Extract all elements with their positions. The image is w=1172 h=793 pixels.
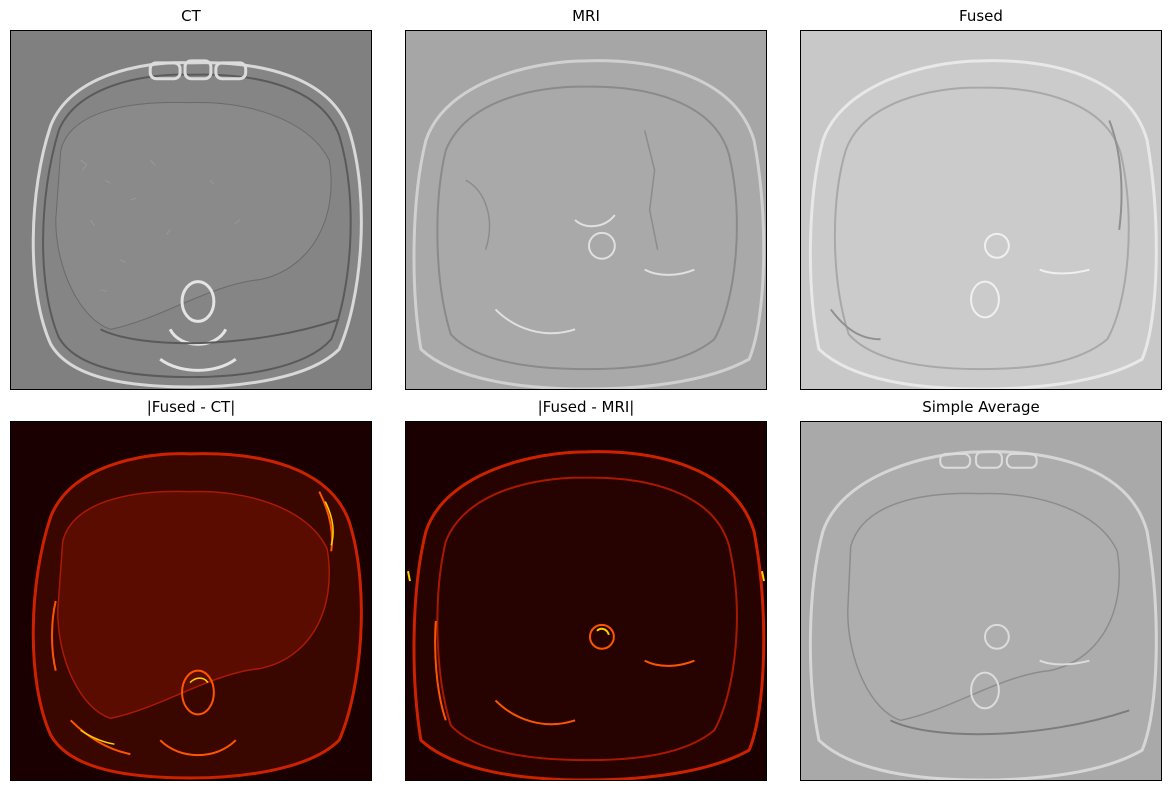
panel-title-fused: Fused (959, 7, 1003, 25)
panel-title-mri: MRI (572, 7, 600, 25)
mri-scan-graphic (406, 31, 766, 389)
diff-ct-graphic (11, 422, 371, 780)
fused-image (800, 30, 1162, 390)
ct-scan-graphic (11, 31, 371, 389)
average-image (800, 421, 1162, 781)
diff-mri-graphic (406, 422, 766, 780)
average-scan-graphic (801, 422, 1161, 780)
mri-image (405, 30, 767, 390)
panel-title-diff-ct: |Fused - CT| (146, 398, 236, 416)
diff-ct-heatmap (10, 421, 372, 781)
panel-title-ct: CT (181, 7, 201, 25)
fused-scan-graphic (801, 31, 1161, 389)
diff-mri-heatmap (405, 421, 767, 781)
panel-title-average: Simple Average (922, 398, 1040, 416)
ct-image (10, 30, 372, 390)
panel-title-diff-mri: |Fused - MRI| (537, 398, 635, 416)
